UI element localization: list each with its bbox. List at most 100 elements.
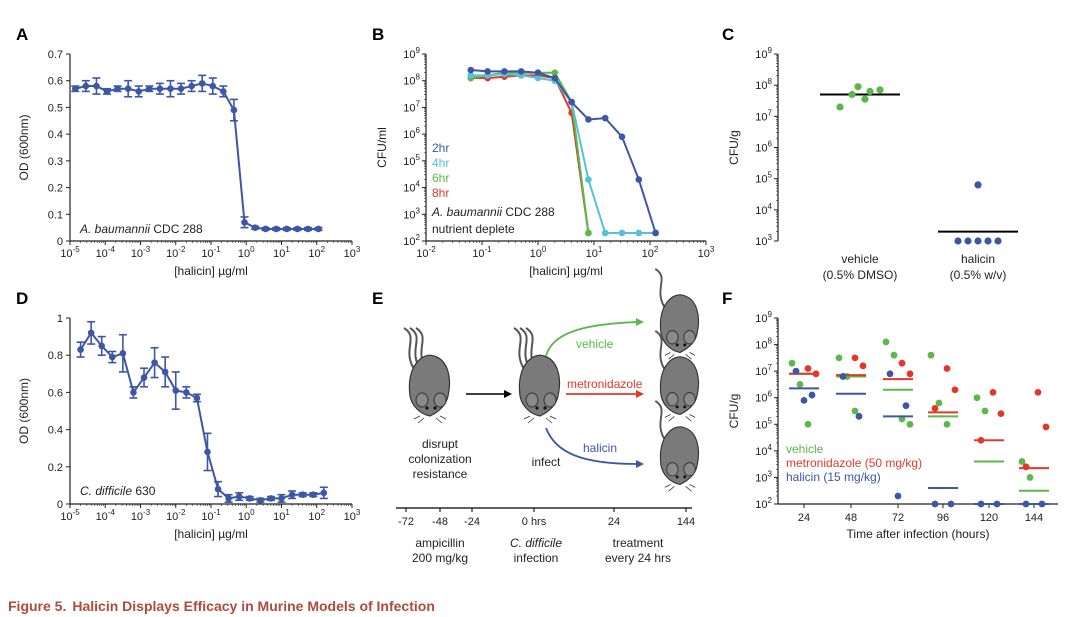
chart-a-point [220,88,227,95]
chart-d-point [130,389,137,396]
mouse-icon-vehicle-body [659,294,700,354]
chart-a-point [304,225,312,233]
chart-f-point [931,500,939,508]
timeline-tick-label: 24 [608,516,620,528]
chart-d-xtick-label: 10-4 [96,508,116,523]
chart-f-xtick-label: 24 [798,512,810,524]
mouse-icon-disrupt-eye [433,406,437,410]
mouse-icon-infect [513,327,561,424]
chart-a-point [198,80,206,87]
chart-d-point [246,495,254,502]
chart-c: 103 104 105 106 107 108 109 CFU/g vehicle (0.5% D… [727,46,1018,282]
chart-f-point [906,420,914,428]
chart-b: 10-2 10-1 100 101 102 103 102 103 104 105 106 107 10… [375,46,715,278]
mouse-icon-disrupt-ear [433,392,447,408]
chart-f-point [886,370,894,378]
chart-d-ylabel: OD (600nm) [17,378,31,444]
chart-f-xtick-label: 120 [980,512,998,524]
chart-f-point [898,359,906,367]
chart-b-point [551,69,559,76]
step1-label: colonization [408,452,471,466]
chart-f-point [792,367,800,375]
mouse-icon-halicin-whiskers [664,484,696,492]
chart-c-point [974,237,982,245]
chart-b-point [517,68,525,75]
chart-c-ytick-label: 106 [755,140,772,155]
chart-b-ytick-label: 104 [403,180,420,195]
chart-f-ytick-label: 108 [755,337,772,352]
chart-f-xtick-label: 48 [845,512,857,524]
mouse-icon-infect-eye [543,406,547,410]
mouse-icon-metronidazole-ear [666,392,679,407]
mouse-icon-disrupt-body [408,354,451,417]
chart-f-point [796,381,804,388]
timeline-tick-label: 144 [677,516,695,528]
mouse-icon-metronidazole-tail [654,330,668,374]
chart-f-ytick-label: 102 [755,496,772,511]
chart-b-xlabel: [halicin] µg/ml [529,264,603,278]
chart-b-point [484,68,491,75]
chart-c-ytick-label: 108 [755,77,772,92]
chart-c-category-label: vehicle [841,252,879,266]
chart-f-point [804,365,812,372]
mouse-icon-infect-body [518,354,561,417]
mouse-icon-disrupt-tail [403,327,417,373]
chart-f-point [943,365,951,372]
chart-b-ytick-label: 107 [403,99,420,114]
chart-a-ytick-label: 0.3 [48,156,63,168]
chart-b-point [534,74,542,82]
chart-f-point [906,370,914,378]
figure-canvas: A B C D E F 10-5 10-4 10-3 10-2 10-1 100 101 10… [16,25,1058,565]
chart-f-legend-entry: vehicle [786,442,824,456]
chart-d-point [151,359,158,366]
mouse-icon-vehicle [654,268,700,360]
chart-d-point [119,350,127,357]
chart-a-ytick-label: 0.2 [48,183,63,195]
chart-d-xlabel: [halicin] µg/ml [174,527,248,541]
chart-c-point [954,237,962,245]
chart-f-point [890,351,898,359]
chart-b-ytick-label: 105 [403,153,420,168]
chart-f-point [1018,458,1026,465]
mouse-icon-vehicle-ear [683,330,696,345]
chart-b-xtick-label: 10-1 [472,245,492,260]
mouse-icon-metronidazole [654,330,700,422]
mouse-icon-disrupt-whiskers [413,415,447,424]
chart-a-point [272,225,280,233]
chart-f-legend-entry: metronidazole (50 mg/kg) [786,456,922,470]
chart-a-series-line [75,82,319,230]
chart-d-ytick-label: 0.6 [48,387,63,399]
chart-c-category-label: halicin [961,252,995,266]
chart-c-ytick-label: 105 [755,171,772,186]
mouse-icon-disrupt [403,327,451,424]
schematic-e: vehicle metronidazole halicin disruptcoloni… [396,268,700,565]
mouse-icon-infect-ear [543,392,557,408]
panel-label-e: E [372,289,383,308]
chart-a-xtick-label: 100 [238,245,255,260]
step1-label: resistance [413,467,468,481]
panel-label-f: F [722,289,732,308]
chart-d-ytick-label: 0.4 [48,425,63,437]
chart-a-xtick-label: 10-4 [96,245,116,260]
panel-label-d: D [16,289,28,308]
figure-caption: Figure 5. Halicin Displays Efficacy in Mu… [8,598,435,614]
chart-b-point [585,116,592,123]
chart-d-point [87,329,95,337]
chart-a-point [251,224,259,231]
mouse-icon-infect-tail [513,327,527,373]
chart-c-point [876,86,884,94]
chart-b-legend-entry: 8hr [432,186,449,200]
arrowhead-metronidazole [636,390,644,398]
chart-d-point [183,389,190,396]
mouse-icon-metronidazole-ear [683,392,696,407]
chart-f-point [851,354,859,362]
chart-f-point [981,407,989,415]
chart-f-point [788,359,796,367]
chart-f-point [859,362,867,370]
chart-d-xtick-label: 10-5 [60,508,80,523]
chart-f-point [997,410,1005,418]
chart-d-point [320,489,328,497]
mouse-icon-disrupt-eye [425,406,429,410]
chart-a-point [114,85,121,93]
chart-b-point [467,66,475,74]
